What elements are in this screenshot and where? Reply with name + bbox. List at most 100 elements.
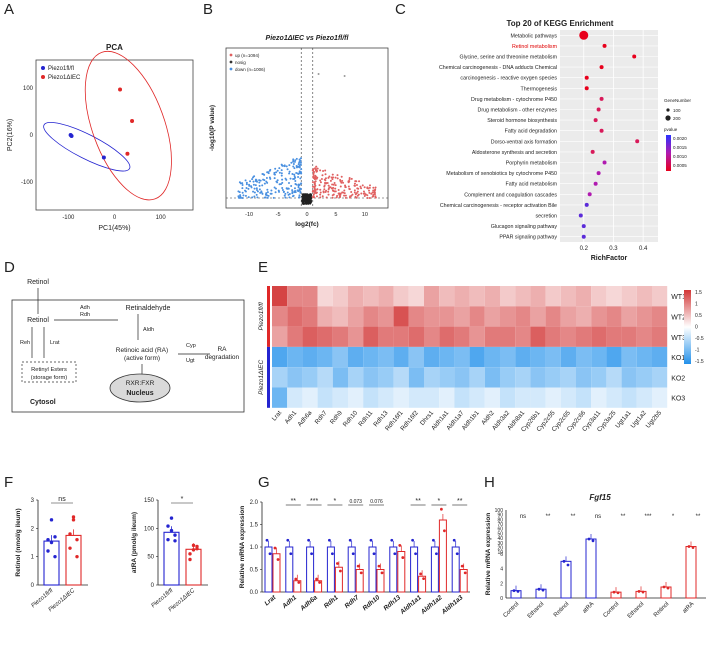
heatmap-scale-label: -0.5 [695,336,704,342]
volcano-point-up [373,193,376,196]
heatmap-cell [332,346,348,368]
volcano-point-up [330,187,333,190]
heatmap-cell [287,306,303,327]
heatmap-cell [515,326,531,347]
heatmap-cell [439,326,455,347]
volcano-point-up [350,177,353,180]
heatmap-cell [439,286,455,307]
heatmap-cell [636,286,652,307]
heatmap-cell [545,367,561,388]
volcano-point-down [253,195,256,198]
pca-xlabel: PC1(45%) [98,225,130,232]
volcano-point-up [326,182,329,185]
kegg-p-legend-label: 0.0010 [673,154,687,159]
kegg-point [602,43,607,48]
volcano-point-up [360,187,363,190]
kegg-xlabel: RichFactor [591,255,628,262]
bar-point [516,590,520,593]
kegg-point [579,30,589,40]
volcano-point-down [300,168,303,171]
kegg-p-legend-title: pvalue [664,127,678,132]
bar-category-label: Rdh10 [362,594,382,612]
kegg-category-label: carcinogenesis - reactive oxygen species [460,76,557,82]
heatmap-cell [652,306,668,327]
heatmap-cell [363,326,379,347]
heatmap-cell [272,367,288,388]
bar-point [328,538,331,542]
volcano-point-down [283,164,286,167]
volcano-point-down [293,173,296,176]
bar-category-label: Control [602,601,620,619]
bar-point [286,538,290,542]
bar-point [75,554,79,559]
bar-point [401,556,405,559]
volcano-point-down [287,193,290,196]
volcano-point-up [356,190,359,193]
volcano-point-up [372,186,375,189]
sig-label: 0.073 [349,499,362,505]
heatmap-cell [621,346,637,368]
volcano-xtick: -5 [276,212,281,218]
volcano-point-down [255,193,258,196]
heatmap-cell [591,326,607,347]
volcano-point-down [283,194,286,197]
volcano-point-up [359,185,362,188]
bar-point [435,552,438,556]
bar-point [46,549,50,553]
volcano-point-up [335,196,338,199]
bar-point [414,552,417,556]
volcano-point-up [322,170,325,173]
kegg-category-label: Fatty acid metabolism [505,182,557,188]
bar-ytick-label: 2 [31,526,35,532]
volcano-point-up [338,196,341,199]
heatmap-cell [576,387,592,408]
volcano-point-up [312,173,315,176]
heatmap-cell [606,367,622,388]
volcano-point-up [315,165,318,168]
volcano-point-down [241,187,244,190]
bar [635,590,647,599]
volcano-point-up [319,191,322,194]
volcano-point-down [252,190,255,193]
volcano-point-down [298,164,301,167]
bar-category-label: Aldh1a1 [398,594,423,617]
heatmap-group-bar-wt [267,286,270,347]
bar-point [53,535,57,539]
volcano-point-nosig [308,196,310,198]
heatmap-colorbar [684,290,691,364]
volcano-point-down [288,170,291,173]
bar-category-label: Ethanol [527,601,546,620]
heatmap-cell [591,286,607,307]
volcano-point-up [343,194,346,197]
volcano-title: Piezo1ΔIEC vs Piezo1fl/fl [266,35,350,42]
pca-title: PCA [106,43,123,52]
bar-ytick-label: 150 [144,498,155,504]
volcano-point-up [344,196,347,199]
kegg-category-label: Dorso-ventral axis formation [491,139,557,145]
volcano-point-up [350,190,353,193]
bar-point [297,581,301,584]
kegg-category-label: Fatty acid degradation [505,129,557,135]
volcano-xlabel: log2(fc) [295,221,318,228]
pca-ytick: 100 [23,86,34,92]
volcano-point-up [372,195,375,198]
volcano-point-down [268,169,271,172]
volcano-point-up [313,187,316,190]
volcano-point-down [299,191,302,194]
bar-point [419,572,422,576]
bar-point [294,577,298,581]
volcano-point-up [328,175,331,178]
volcano-point-down [298,194,301,197]
volcano-point-nosig [301,201,304,204]
volcano-point-down [281,189,284,192]
volcano-point-down [284,196,287,199]
volcano-point-down [270,192,273,195]
sig-label: ** [457,498,463,505]
volcano-point-up [351,193,354,196]
volcano-point-up [327,184,330,187]
bar [585,538,597,599]
heatmap-cell [545,387,561,408]
kegg-category-label: Drug metabolism - other enzymes [478,108,558,114]
bar-ytick-label: 50 [497,531,503,537]
heatmap-cell [560,286,576,307]
